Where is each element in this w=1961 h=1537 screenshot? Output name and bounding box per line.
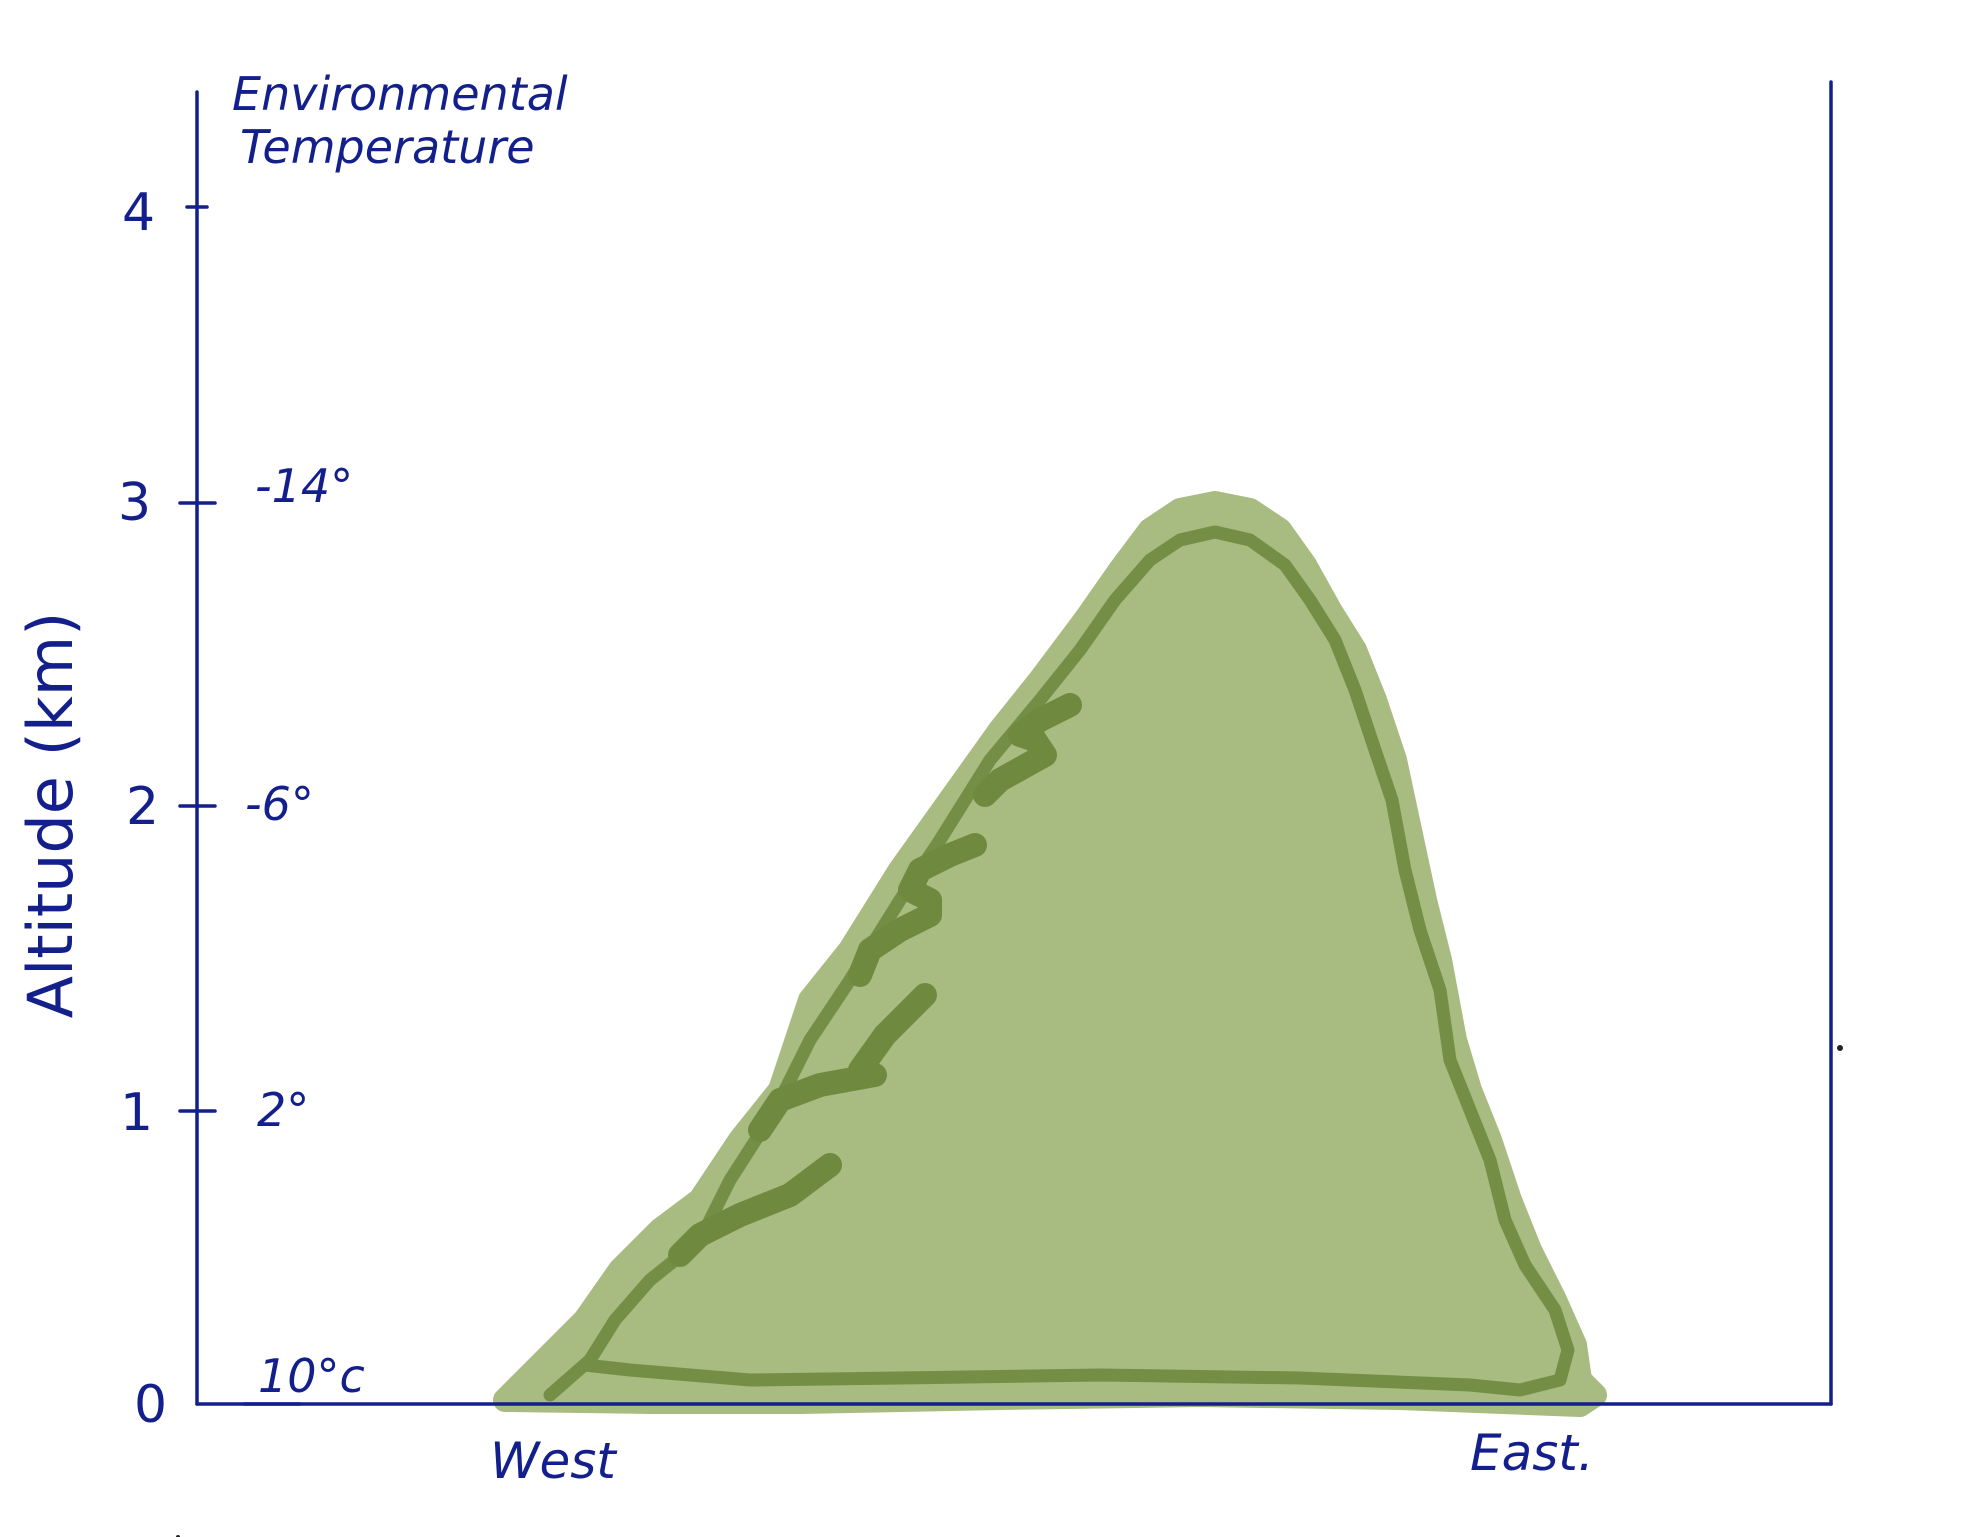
temperature-label-2: -6° [245,777,314,831]
pen-dot [1837,1045,1843,1051]
y-tick-label-1: 1 [120,1083,153,1143]
temperature-label-1: 2° [257,1083,309,1137]
y-tick-label-2: 2 [126,777,159,837]
temperature-heading-line1: Environmental [232,67,568,121]
mountain [505,503,1595,1405]
y-axis-title: Altitude (km) [14,612,87,1019]
temperature-heading-line2: Temperature [240,120,535,174]
y-tick-label-4: 4 [122,183,155,243]
x-label-west: West [490,1432,618,1490]
y-tick-label-3: 3 [118,473,151,533]
y-tick-label-0: 0 [134,1375,167,1435]
temperature-label-0: 10°c [258,1349,365,1403]
temperature-label-3: -14° [255,459,353,513]
x-label-east: East. [1470,1424,1594,1482]
